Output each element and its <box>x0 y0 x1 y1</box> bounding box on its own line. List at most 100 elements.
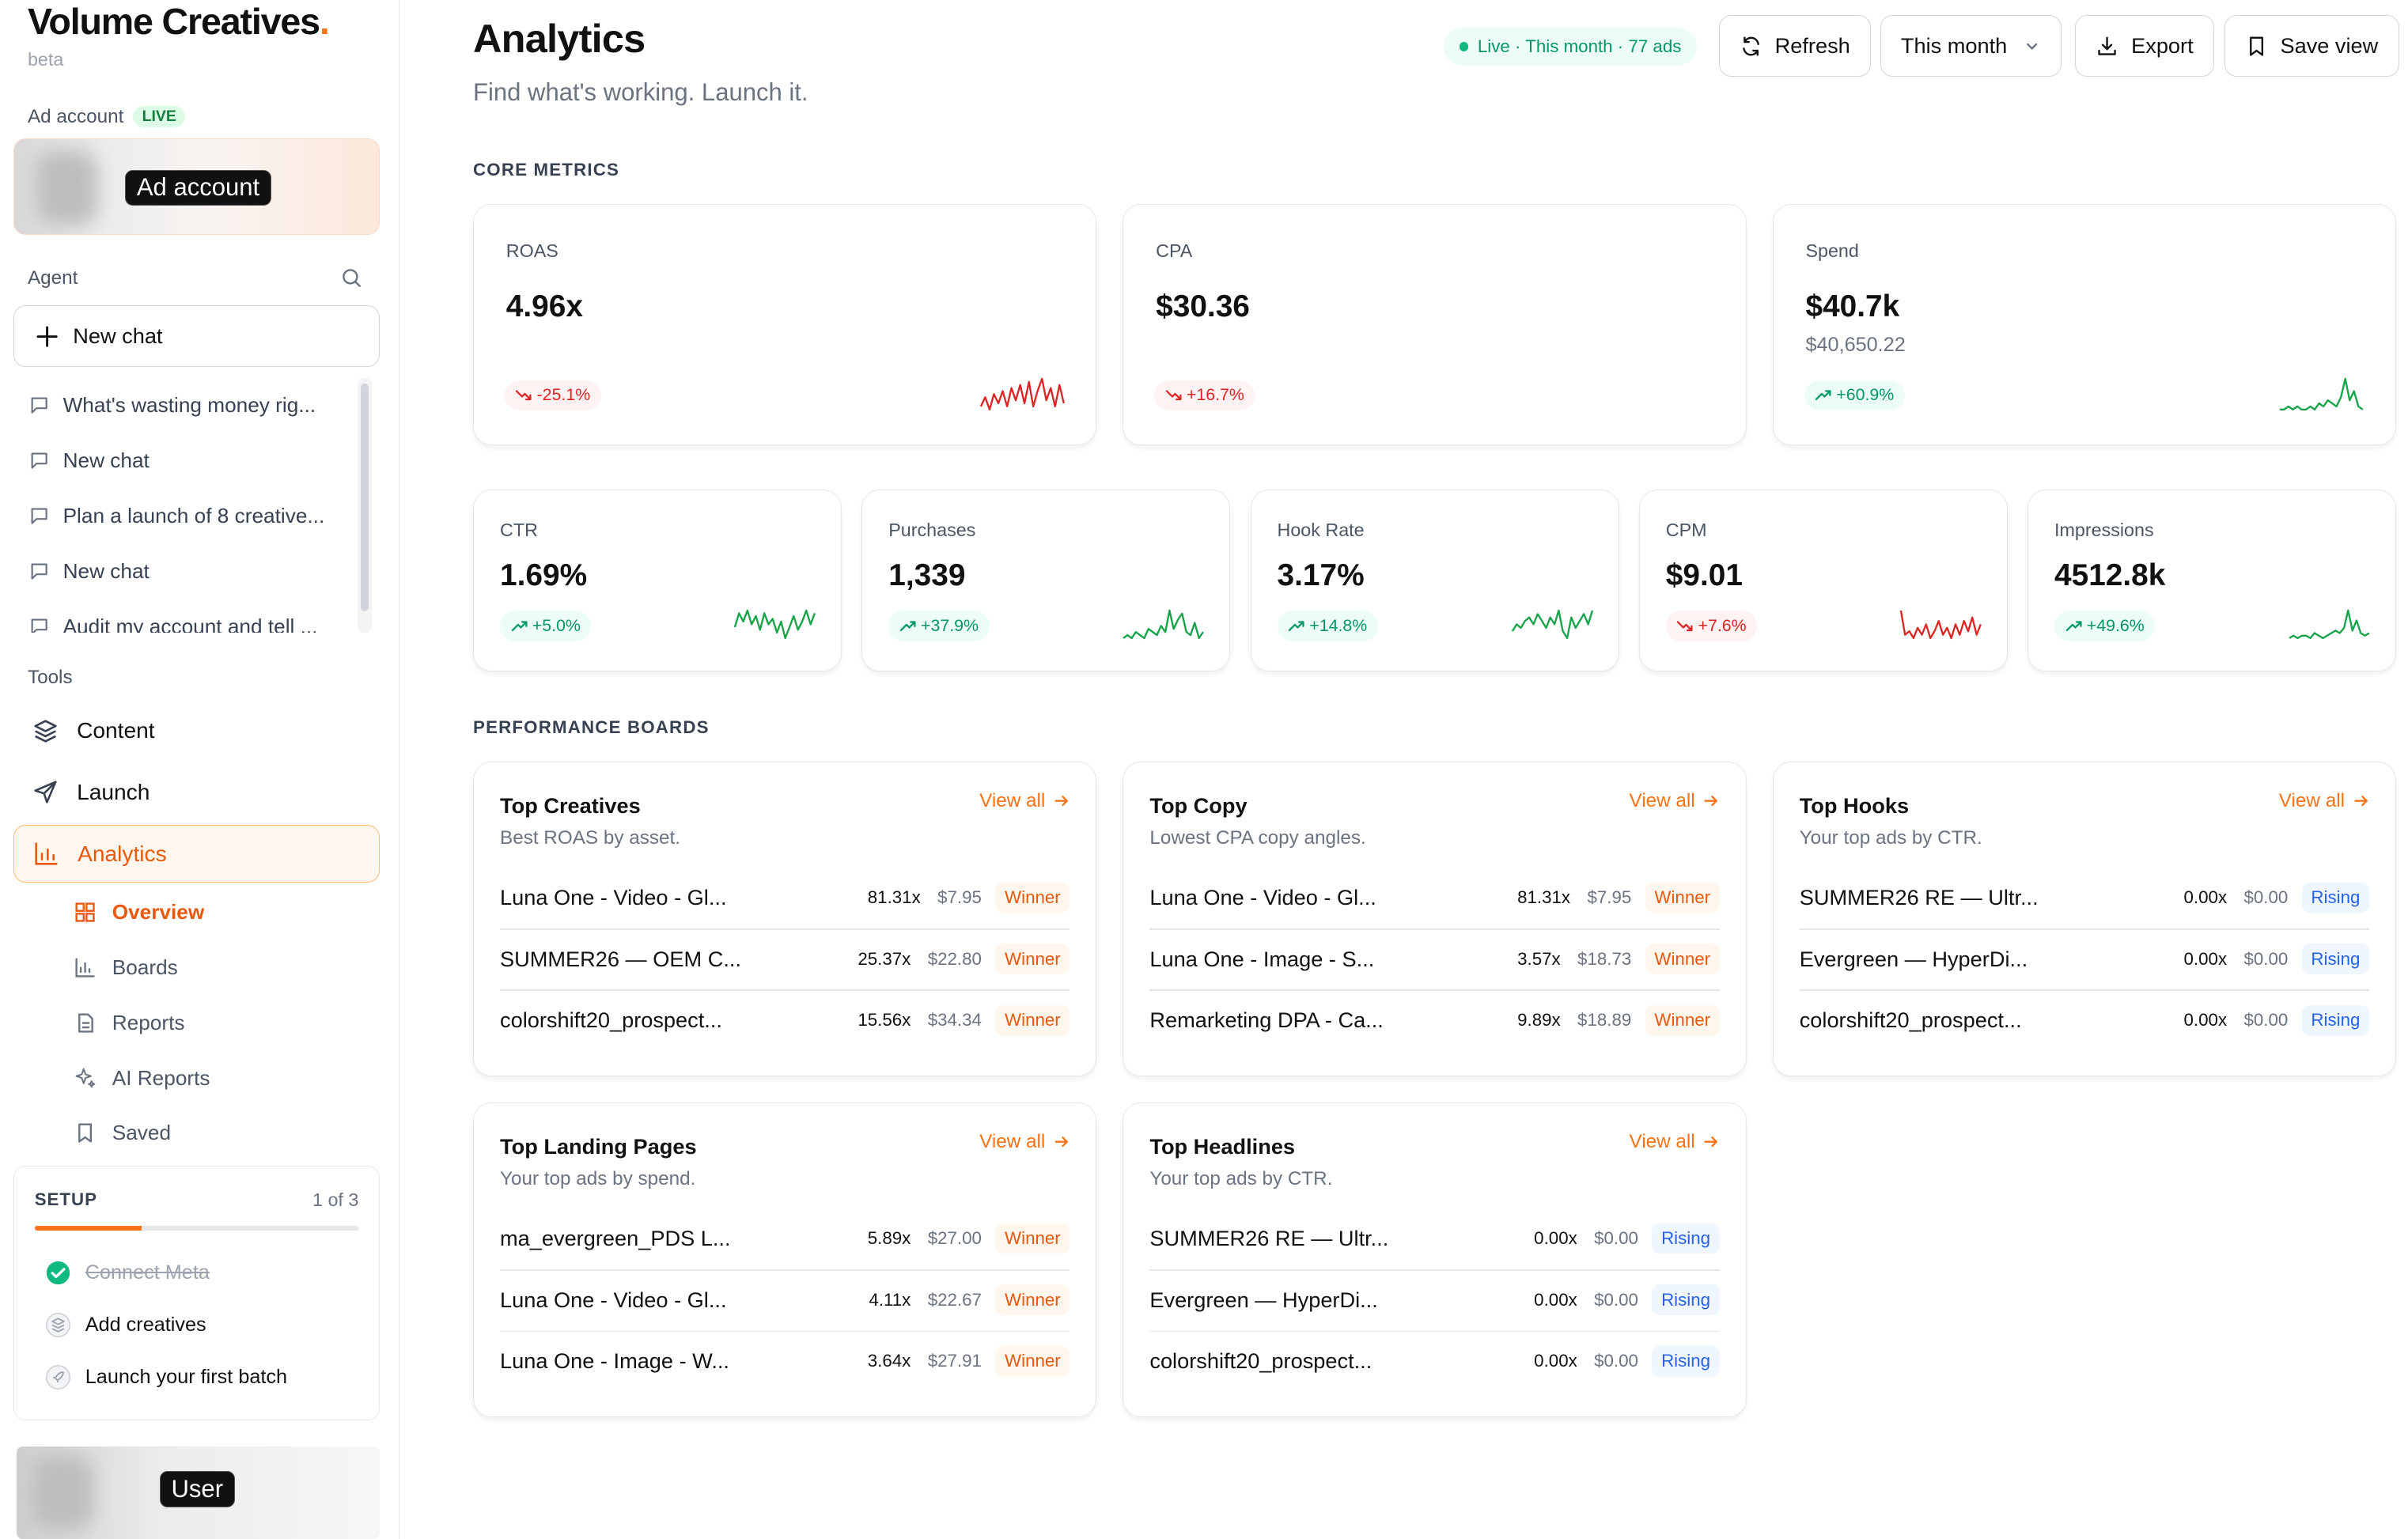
new-chat-button[interactable]: New chat <box>13 305 380 368</box>
view-all-link[interactable]: View all <box>979 1131 1070 1153</box>
metric-card-purchases[interactable]: Purchases 1,339 +37.9% <box>861 490 1231 671</box>
metric-card-cpa[interactable]: CPA $30.36 +16.7% <box>1123 204 1747 446</box>
view-all-link[interactable]: View all <box>1629 790 1719 812</box>
ad-account-selector[interactable]: Ad account <box>13 138 380 236</box>
chat-bubble-icon <box>31 397 47 414</box>
date-range-label: This month <box>1900 33 2008 59</box>
metric-card-cpm[interactable]: CPM $9.01 +7.6% <box>1638 490 2008 671</box>
beta-label: beta <box>27 49 64 70</box>
board-row[interactable]: SUMMER26 RE — Ultr... 0.00x $0.00 Rising <box>1149 1208 1720 1269</box>
board-row[interactable]: Luna One - Video - Gl... 81.31x $7.95 Winne… <box>1149 867 1720 928</box>
metric-delta-badge: +7.6% <box>1665 610 1758 641</box>
board-row[interactable]: SUMMER26 — OEM C... 25.37x $22.80 Winner <box>500 928 1070 990</box>
metric-card-roas[interactable]: ROAS 4.96x -25.1% <box>473 204 1097 446</box>
tools-heading: Tools <box>27 666 73 688</box>
sparkline-line <box>2280 377 2364 410</box>
sub-overview[interactable]: Overview <box>74 891 204 933</box>
board-row[interactable]: ma_evergreen_PDS L... 5.89x $27.00 Winner <box>500 1208 1070 1269</box>
row-name: Luna One - Video - Gl... <box>500 1287 727 1312</box>
board-row[interactable]: colorshift20_prospect... 0.00x $0.00 Rising <box>1800 989 2370 1051</box>
view-all-link[interactable]: View all <box>1629 1131 1719 1153</box>
sparkline-chart <box>1629 377 1715 411</box>
status-badge: Winner <box>995 882 1070 913</box>
chat-bubble-icon <box>31 452 47 469</box>
board-row[interactable]: Luna One - Video - Gl... 4.11x $22.67 Winne… <box>500 1269 1070 1331</box>
row-cost: $22.67 <box>927 1289 982 1310</box>
chat-title: New chat <box>62 558 150 583</box>
brand-logo[interactable]: Volume Creatives. <box>28 0 330 43</box>
sub-ai-reports[interactable]: AI Reports <box>74 1057 210 1099</box>
board-row[interactable]: colorshift20_prospect... 15.56x $34.34 Winn… <box>500 989 1070 1051</box>
status-badge: Rising <box>1652 1223 1720 1254</box>
metric-delta-text: +49.6% <box>2086 615 2145 635</box>
chat-item[interactable]: New chat <box>13 543 361 599</box>
row-metric: 15.56x <box>858 1010 911 1030</box>
metric-delta-badge: +37.9% <box>888 610 990 641</box>
send-icon <box>34 781 57 804</box>
sub-reports[interactable]: Reports <box>74 1001 184 1044</box>
user-tag: User <box>159 1471 235 1507</box>
export-button[interactable]: Export <box>2075 15 2214 78</box>
board-row[interactable]: SUMMER26 RE — Ultr... 0.00x $0.00 Rising <box>1800 867 2370 928</box>
chevron-down-icon <box>2027 43 2038 50</box>
board-row[interactable]: Evergreen — HyperDi... 0.00x $0.00 Rising <box>1149 1269 1720 1331</box>
chat-item[interactable]: What's wasting money rig... <box>13 378 361 433</box>
row-name: Luna One - Video - Gl... <box>1149 884 1376 909</box>
trend-up-icon <box>2065 620 2082 631</box>
status-badge: Winner <box>1645 1004 1720 1036</box>
status-badge: Rising <box>2301 943 2370 975</box>
sidebar: Volume Creatives. beta Ad account LIVE Ad… <box>0 0 399 1539</box>
document-icon <box>78 1013 94 1033</box>
chat-item[interactable]: Audit my account and tell ... <box>13 599 361 633</box>
metric-value: 4512.8k <box>2054 558 2166 592</box>
status-badge: Rising <box>1652 1345 1720 1377</box>
search-icon[interactable] <box>341 267 362 289</box>
tool-analytics[interactable]: Analytics <box>13 824 380 883</box>
sub-saved[interactable]: Saved <box>74 1112 171 1155</box>
metric-card-ctr[interactable]: CTR 1.69% +5.0% <box>473 490 842 671</box>
board-row[interactable]: Evergreen — HyperDi... 0.00x $0.00 Rising <box>1800 928 2370 990</box>
brand-dot: . <box>319 1 330 42</box>
setup-step-connect-meta[interactable]: Connect Meta <box>45 1260 210 1286</box>
board-row[interactable]: Remarketing DPA - Ca... 9.89x $18.89 Winner <box>1149 989 1720 1051</box>
date-range-select[interactable]: This month <box>1880 15 2062 78</box>
metric-delta-text: +37.9% <box>921 615 979 635</box>
metric-card-spend[interactable]: Spend $40.7k $40,650.22 +60.9% <box>1772 204 2397 446</box>
chat-item[interactable]: Plan a launch of 8 creative... <box>13 488 361 543</box>
view-all-link[interactable]: View all <box>2279 790 2369 812</box>
metric-label: Purchases <box>888 520 976 541</box>
setup-step-add-creatives[interactable]: Add creatives <box>45 1312 206 1338</box>
metric-card-impressions[interactable]: Impressions 4512.8k +49.6% <box>2027 490 2397 671</box>
arrow-right-icon <box>2354 796 2368 807</box>
save-view-button[interactable]: Save view <box>2224 15 2399 78</box>
row-divider <box>1149 1330 1720 1333</box>
row-cost: $0.00 <box>1594 1289 1638 1310</box>
row-metric: 5.89x <box>867 1228 911 1248</box>
tool-label: Content <box>77 718 155 743</box>
chat-bubble-icon <box>31 618 47 633</box>
user-menu[interactable]: User <box>17 1446 380 1539</box>
live-badge: LIVE <box>133 106 186 127</box>
row-name: ma_evergreen_PDS L... <box>500 1226 731 1250</box>
view-all-link[interactable]: View all <box>979 790 1070 812</box>
metric-card-hook-rate[interactable]: Hook Rate 3.17% +14.8% <box>1250 490 1619 671</box>
status-badge: Winner <box>995 1223 1070 1254</box>
step-label: Launch your first batch <box>85 1366 288 1389</box>
view-all-label: View all <box>2278 790 2345 812</box>
sub-boards[interactable]: Boards <box>74 946 178 989</box>
tool-content[interactable]: Content <box>13 701 379 760</box>
refresh-button[interactable]: Refresh <box>1718 15 1872 78</box>
chat-item[interactable]: New chat <box>13 433 361 489</box>
board-row[interactable]: Luna One - Image - W... 3.64x $27.91 Winner <box>500 1331 1070 1393</box>
sparkline-chart <box>1899 610 1982 639</box>
trend-down-icon <box>1165 390 1182 401</box>
board-row[interactable]: Luna One - Video - Gl... 81.31x $7.95 Winne… <box>500 867 1070 928</box>
tool-launch[interactable]: Launch <box>13 763 379 822</box>
chat-scrollbar[interactable] <box>361 384 369 611</box>
setup-step-launch-batch[interactable]: Launch your first batch <box>45 1364 287 1390</box>
row-divider <box>1799 989 2370 992</box>
metric-subvalue: $40,650.22 <box>1805 334 1906 357</box>
board-row[interactable]: colorshift20_prospect... 0.00x $0.00 Rising <box>1149 1331 1720 1393</box>
board-row[interactable]: Luna One - Image - S... 3.57x $18.73 Winner <box>1149 928 1720 990</box>
live-dot <box>1459 42 1469 52</box>
